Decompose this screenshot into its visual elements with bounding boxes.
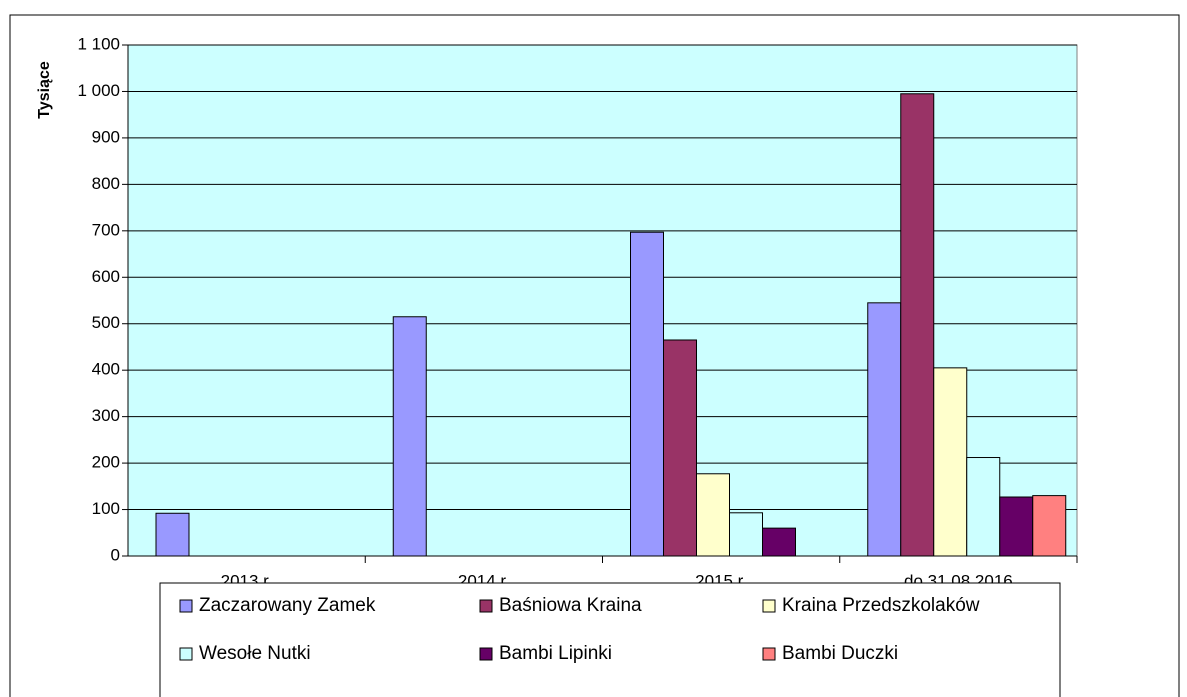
legend-swatch: [762, 599, 776, 613]
legend-label: Wesołe Nutki: [199, 643, 311, 664]
legend-label: Bambi Duczki: [782, 643, 898, 664]
y-tick-label: 1 000: [77, 81, 120, 100]
bar: [729, 512, 763, 557]
y-tick-label: 900: [92, 127, 120, 146]
legend-label: Baśniowa Kraina: [499, 595, 642, 616]
bar: [630, 231, 664, 557]
bar: [900, 93, 935, 557]
bar: [933, 367, 968, 557]
legend-label: Zaczarowany Zamek: [199, 595, 376, 616]
y-tick-label: 800: [92, 174, 120, 193]
y-tick-label: 100: [92, 499, 120, 518]
bar: [155, 512, 190, 557]
y-tick-label: 200: [92, 453, 120, 472]
y-tick-label: 500: [92, 313, 120, 332]
legend-label: Bambi Lipinki: [499, 643, 612, 664]
bar: [966, 457, 1001, 557]
bar: [392, 316, 427, 557]
bar: [1032, 495, 1067, 557]
y-tick-label: 300: [92, 406, 120, 425]
bar: [696, 473, 730, 557]
y-tick-label: 1 100: [77, 34, 120, 53]
bar: [999, 496, 1034, 557]
bar: [663, 339, 697, 557]
legend-swatch: [479, 599, 493, 613]
legend-swatch: [479, 647, 493, 661]
legend-label: Kraina Przedszkolaków: [782, 595, 980, 616]
legend-swatch: [179, 599, 193, 613]
legend-swatch: [762, 647, 776, 661]
bar: [762, 527, 796, 557]
y-tick-label: 700: [92, 220, 120, 239]
y-axis-title: Tysiące: [36, 61, 53, 119]
y-tick-label: 0: [111, 545, 120, 564]
y-tick-label: 600: [92, 267, 120, 286]
legend-box: [159, 582, 1061, 697]
legend-swatch: [179, 647, 193, 661]
bar: [867, 302, 902, 557]
y-tick-label: 400: [92, 360, 120, 379]
